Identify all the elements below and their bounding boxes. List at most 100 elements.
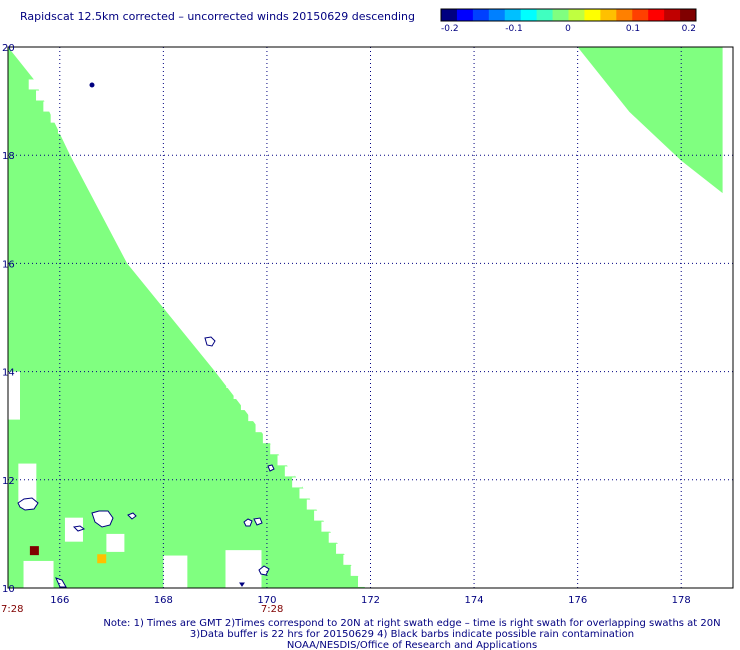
swath-edge-notch [43,101,54,112]
colorbar-tick-label: 0.2 [682,24,696,34]
map-details [17,82,275,588]
swath-edge-notch [79,156,90,167]
colorbar-tick-label: -0.2 [441,24,459,34]
colorbar-frame [440,8,697,22]
swath-edge-notch [175,300,186,311]
x-tick-label: 168 [154,595,173,606]
island-outline [258,565,270,576]
swath-edge-notch [299,488,310,499]
swath-edge-notch [321,521,332,532]
colorbar-cell [648,9,665,21]
data-gap [8,371,20,420]
colorbar-tick-label: -0.1 [505,24,523,34]
swath-edge-notch [350,565,361,576]
data-gap [23,560,54,591]
swath-edge-notch [233,389,244,400]
swath-edge-notch [167,289,178,300]
swath-edge-notch [248,411,259,422]
y-tick-label: 16 [2,259,15,270]
swath-edge-notch [306,499,317,510]
swath-edge-notch [270,444,281,455]
island-outline [127,512,137,520]
y-tick-label: 18 [2,151,15,162]
colorbar-cell [584,9,601,21]
colorbar-cell [456,9,474,21]
swath-edge-notch [145,256,156,267]
island-outline [267,464,275,472]
footnote-line: NOAA/NESDIS/Office of Research and Appli… [287,640,537,650]
colorbar-cell [600,9,617,21]
swath-edge-notch [226,377,237,388]
colorbar-tick-label: 0.1 [626,24,640,34]
swath-edge-notch [94,178,105,189]
x-tick-label: 170 [257,595,276,606]
x-tick-label: 178 [672,595,691,606]
axis-ticks: 166 168 170 172 174 176 178 10 12 14 16 18 20 7:28 7:2… [1,43,691,615]
anomaly-layer [29,546,107,564]
colorbar-cell [536,9,554,21]
y-tick-label: 12 [2,476,15,487]
island-outline [72,525,86,532]
time-label: 7:28 [261,604,283,615]
colorbar-cell [520,9,538,21]
swath-edge-notch [65,134,76,145]
colorbar-cell [616,9,633,21]
swath-edge-notch [262,433,273,444]
colorbar-cell [488,9,506,21]
x-tick-label: 166 [50,595,69,606]
swath-edge-notch [336,543,347,554]
data-gap [18,463,37,506]
data-gap [106,533,125,552]
swath-edge-notch [123,223,134,234]
footnote-line: 3)Data buffer is 22 hrs for 20150629 4) … [190,629,634,640]
swath-edge-notch [182,311,193,322]
y-tick-label: 10 [2,584,15,595]
y-tick-label: 14 [2,368,15,379]
x-tick-label: 176 [568,595,587,606]
swath-edge-notch [28,79,39,90]
swath-edge-notch [204,344,215,355]
swath-edge-notch [277,455,288,466]
island-outline [243,518,253,527]
island-outline [91,510,114,528]
swath-edge-notch [240,400,251,411]
swath-layer [8,47,723,599]
swath-edge-notch [138,245,149,256]
island-outline [239,582,245,587]
island-outline [17,497,39,511]
swath-edge-notch [358,576,369,587]
swath-edge-notch [328,532,339,543]
footnotes: Note: 1) Times are GMT 2)Times correspon… [103,618,720,650]
swath-edge-notch [101,190,112,201]
swath-edge-notch [131,234,142,245]
colorbar-cell [552,9,569,21]
colorbar-cell [441,9,458,21]
colorbar-cell [472,9,490,21]
footnote-line: Note: 1) Times are GMT 2)Times correspon… [103,618,720,629]
chart-title: Rapidscat 12.5km corrected – uncorrected… [20,10,415,23]
colorbar-cell [568,9,585,21]
island-outline [204,336,216,347]
swath-edge-notch [72,145,83,156]
swath-edge-notch [57,123,68,134]
swath-edge-notch [314,510,325,521]
swath-edge-notch [343,554,354,565]
colorbar-cell [504,9,522,21]
data-gap [163,555,188,592]
x-tick-label: 172 [361,595,380,606]
data-gap [64,517,83,542]
swath-edge-notch [189,322,200,333]
anomaly-cell [97,554,107,564]
colorbar-cells [441,9,697,21]
swath-right [577,47,723,194]
colorbar-cell [632,9,649,21]
swath-edge-notch [284,466,295,477]
swath-edge-notch [211,355,222,366]
swath-edge-notch [36,90,47,101]
swath-edge-notch [218,366,229,377]
swath-edge-notch [153,267,164,278]
swath-edge-notch [255,422,266,433]
x-tick-label: 174 [465,595,484,606]
colorbar: -0.2 -0.1 0 0.1 0.2 [440,8,697,34]
swath-edge-notch [109,201,120,212]
